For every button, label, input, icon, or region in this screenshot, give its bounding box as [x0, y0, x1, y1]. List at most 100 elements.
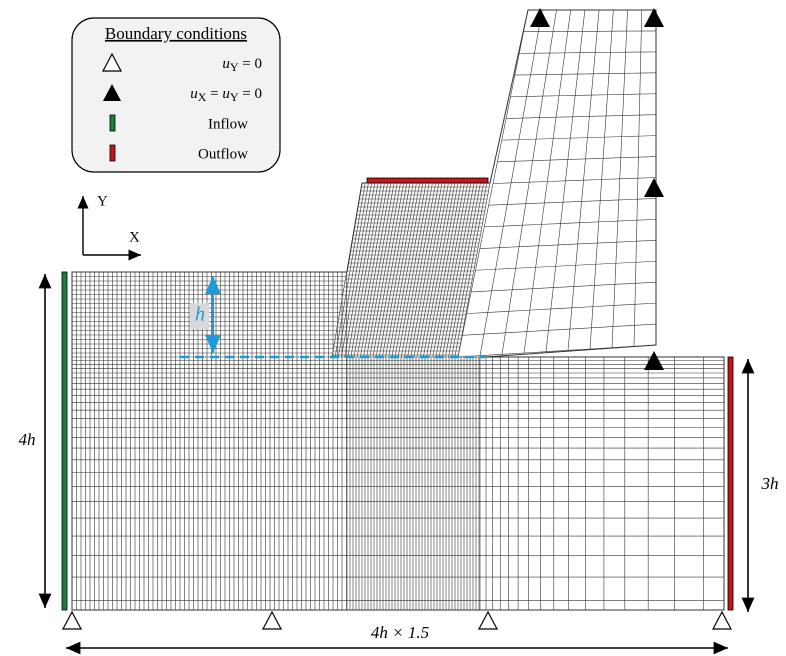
mesh-line	[565, 31, 568, 52]
mesh-line	[533, 139, 536, 161]
mesh-line	[572, 287, 574, 308]
mesh-line	[568, 159, 586, 160]
mesh-line	[546, 53, 549, 75]
outlet-height-label: 3h	[761, 474, 779, 493]
mesh-line	[547, 181, 565, 182]
mesh-line	[499, 247, 519, 248]
mesh-line	[568, 10, 571, 31]
mesh-line	[462, 314, 466, 336]
legend-label: Outflow	[198, 146, 248, 162]
mesh-line	[480, 248, 500, 249]
mesh-line	[476, 269, 496, 270]
mesh-line	[636, 240, 656, 241]
mesh-line	[619, 179, 620, 200]
mesh-line	[497, 140, 501, 162]
mesh-line	[496, 268, 516, 269]
mesh-line	[527, 330, 549, 331]
mesh-line	[600, 180, 601, 201]
mesh-line	[635, 282, 656, 283]
mesh-line	[492, 269, 496, 291]
outflow-bar	[367, 178, 488, 183]
mesh-line	[533, 160, 551, 161]
mesh-line	[488, 311, 509, 312]
mesh-line	[484, 205, 488, 227]
legend-label-part: X	[198, 90, 207, 104]
mesh-line	[484, 226, 503, 227]
mesh-line	[574, 265, 576, 286]
mesh-line	[551, 288, 553, 309]
mesh-line	[626, 31, 627, 52]
mesh-line	[563, 201, 582, 202]
mesh-line	[512, 268, 515, 290]
mesh-line	[488, 291, 492, 313]
mesh-line	[590, 328, 591, 349]
mesh-line	[548, 329, 570, 330]
mesh-line	[576, 264, 596, 265]
mesh-line	[572, 307, 593, 308]
mesh-line	[462, 334, 484, 335]
mesh-line	[584, 159, 586, 180]
mesh-line	[543, 75, 546, 97]
mesh-line	[553, 266, 555, 287]
mesh-line	[639, 136, 656, 137]
mesh-line	[570, 117, 572, 138]
mesh-line	[591, 74, 593, 95]
legend-label-part: =	[206, 86, 222, 102]
width-label: 4h × 1.5	[371, 623, 429, 642]
mesh-line	[515, 53, 519, 75]
mesh-line	[526, 182, 529, 204]
mesh-line	[562, 53, 565, 74]
mesh-line	[533, 267, 536, 288]
mesh-line	[599, 221, 618, 222]
mesh-line	[596, 243, 597, 264]
mesh-line	[516, 267, 536, 268]
mesh-line	[580, 222, 599, 223]
mesh-line	[615, 263, 616, 284]
mesh-line	[553, 138, 570, 139]
mesh-line	[625, 52, 626, 73]
diagram: h 4h 3h 4h × 1.5 Y X Boundary conditions…	[0, 0, 786, 656]
mesh-line	[578, 223, 580, 244]
mesh-line	[593, 285, 594, 306]
mesh-line	[582, 180, 584, 201]
mesh-line	[570, 308, 572, 329]
mesh-line	[509, 290, 512, 312]
mesh-line	[531, 53, 535, 75]
mesh-line	[609, 52, 610, 73]
mesh-line	[512, 289, 533, 290]
mesh-line	[616, 262, 636, 263]
mesh-line	[591, 307, 592, 328]
gap-label: h	[195, 304, 205, 326]
mesh-line	[561, 202, 563, 223]
mesh-line	[480, 354, 502, 355]
mesh-line	[536, 246, 539, 267]
mesh-line	[620, 158, 621, 179]
mesh-line	[544, 182, 547, 203]
mesh-line	[605, 137, 622, 138]
mesh-line	[556, 245, 558, 266]
mesh-line	[553, 10, 556, 32]
mesh-line	[586, 138, 588, 159]
mesh-line	[507, 204, 526, 205]
mesh-line	[527, 75, 531, 97]
mesh-line	[627, 10, 628, 31]
mesh-line	[621, 137, 622, 158]
legend-label: uY = 0	[222, 56, 262, 73]
mesh-line	[550, 139, 553, 160]
mesh-line	[561, 223, 580, 224]
mesh-line	[527, 310, 530, 331]
mesh-line	[620, 178, 638, 179]
mesh-line	[600, 200, 619, 201]
mesh-line	[638, 157, 656, 158]
mesh-line	[471, 291, 492, 292]
mesh-line	[606, 95, 607, 116]
mesh-line	[618, 220, 637, 221]
mesh-line	[575, 74, 577, 95]
mesh-line	[493, 183, 511, 184]
mesh-line	[523, 96, 527, 118]
mesh-line	[623, 94, 624, 115]
mesh-line	[499, 226, 503, 248]
mesh-line	[597, 242, 617, 243]
mesh-line	[519, 118, 523, 140]
mesh-line	[568, 138, 570, 159]
